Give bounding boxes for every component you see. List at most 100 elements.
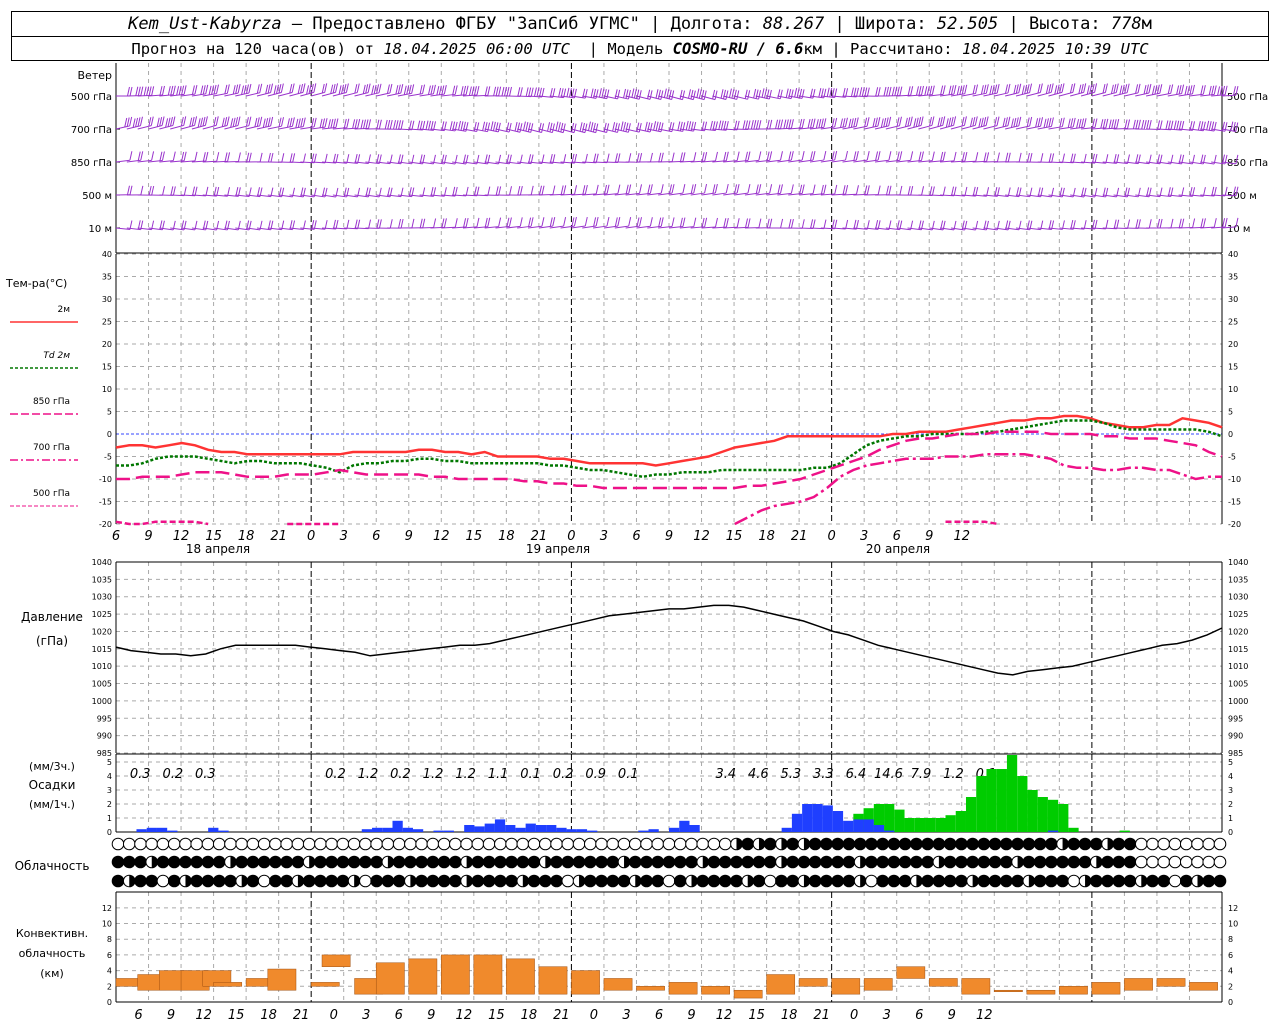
wind-barb-shaft-3-95 bbox=[1146, 194, 1161, 198]
wind-barb-flag-1-61-3 bbox=[783, 119, 787, 129]
cloud-symbol-0-74 bbox=[943, 837, 957, 851]
wind-barb-flag-1-27-1 bbox=[419, 120, 423, 130]
wind-barb-flag-3-47-0 bbox=[639, 184, 643, 194]
wind-barb-flag-0-85-1 bbox=[1048, 83, 1052, 94]
precip-bar-green-91 bbox=[1047, 799, 1059, 832]
conv-bar-28 bbox=[928, 978, 958, 987]
wind-barb-flag-0-72-0 bbox=[910, 86, 914, 96]
wind-barb-flag-1-71-0 bbox=[898, 116, 902, 126]
wind-barb-flag-0-97-1 bbox=[1178, 84, 1182, 95]
press-ytick-left-3: 1000 bbox=[92, 697, 112, 706]
cloud-symbol-2-53 bbox=[707, 874, 721, 888]
wind-barb-shaft-2-18 bbox=[311, 161, 326, 164]
wind-barb-flag-1-34-2 bbox=[492, 121, 496, 131]
cloud-symbol-half-1-38 bbox=[545, 856, 552, 868]
cloud-symbol-0-95 bbox=[1179, 837, 1193, 851]
precip-label-2: Осадки bbox=[29, 778, 76, 792]
precip-bar-blue-68 bbox=[812, 804, 823, 832]
wind-barb-flag-2-72-0 bbox=[910, 151, 914, 161]
wind-barb-flag-1-93-0 bbox=[1137, 119, 1141, 129]
wind-barb-flag-4-43-1 bbox=[593, 217, 597, 227]
wind-barb-flag-0-11-3 bbox=[241, 85, 245, 95]
cloud-symbol-1-7 bbox=[190, 855, 204, 869]
wind-barb-flag-1-64-2 bbox=[818, 118, 822, 129]
wind-barb-flag-0-85-0 bbox=[1050, 83, 1054, 93]
wind-barb-flag-0-18-1 bbox=[321, 83, 325, 94]
wind-barb-flag-0-31-1 bbox=[463, 85, 467, 96]
wind-barb-flag-0-77-3 bbox=[956, 85, 960, 96]
wind-barb-flag-0-17-2 bbox=[308, 84, 312, 94]
wind-barb-flag-1-33-1 bbox=[484, 122, 488, 132]
conv-xtick-26: 12 bbox=[976, 1008, 993, 1023]
cloud-symbol-2-17 bbox=[302, 874, 316, 888]
precip-bar-blue-24 bbox=[361, 829, 373, 832]
wind-barb-flag-1-56-1 bbox=[734, 120, 738, 130]
wind-barb-flag-3-101-0 bbox=[1224, 186, 1228, 197]
wind-barb-shaft-2-30 bbox=[441, 161, 456, 165]
wind-barb-flag-2-74-0 bbox=[931, 151, 935, 161]
wind-barb-flag-0-29-1 bbox=[441, 85, 445, 95]
wind-barb-flag-0-94-1 bbox=[1145, 84, 1149, 94]
wind-barb-shaft-2-60 bbox=[766, 159, 781, 163]
cloud-symbol-0-83 bbox=[1045, 837, 1058, 851]
precip-total-20: 5.3 bbox=[781, 767, 802, 782]
wind-barb-flag-2-61-0 bbox=[790, 151, 794, 161]
wind-barb-flag-1-40-0 bbox=[562, 123, 566, 133]
precip-ytick-right-2: 2 bbox=[1228, 800, 1233, 809]
temp-xtick-21: 21 bbox=[791, 529, 808, 544]
wind-barb-flag-1-78-0 bbox=[974, 116, 978, 126]
wind-barb-flag-1-63-0 bbox=[812, 118, 816, 128]
press-ytick-right-10: 1035 bbox=[1228, 575, 1248, 584]
wind-barb-flag-1-28-2 bbox=[428, 120, 432, 130]
wind-barb-shaft-1-43 bbox=[582, 128, 596, 134]
temp-xtick-4: 18 bbox=[238, 529, 255, 544]
wind-barb-flag-4-25-1 bbox=[398, 218, 402, 229]
wind-barb-flag-0-32-2 bbox=[471, 86, 475, 96]
cloud-symbol-0-26 bbox=[404, 837, 417, 851]
wind-barb-shaft-4-102 bbox=[1221, 226, 1236, 229]
press-ytick-right-11: 1040 bbox=[1228, 558, 1248, 567]
conv-bar-35 bbox=[1156, 978, 1186, 987]
precip-ytick-right-3: 3 bbox=[1228, 786, 1233, 795]
cloud-symbol-1-83 bbox=[1045, 855, 1058, 869]
cloud-symbol-0-17 bbox=[302, 837, 316, 851]
wind-barb-flag-1-40-3 bbox=[555, 121, 559, 131]
cloud-symbol-2-37 bbox=[527, 874, 541, 888]
cloud-symbol-1-55 bbox=[730, 855, 743, 869]
wind-barb-flag-4-49-1 bbox=[658, 217, 662, 227]
wind-barb-flag-2-102-0 bbox=[1235, 154, 1239, 165]
wind-barb-flag-0-21-0 bbox=[356, 83, 360, 93]
wind-barb-flag-1-18-2 bbox=[319, 118, 323, 128]
wind-barb-shaft-2-88 bbox=[1070, 161, 1085, 164]
precip-bar-blue-4 bbox=[156, 827, 168, 832]
wind-barb-shaft-0-47 bbox=[625, 95, 640, 100]
wind-barb-flag-0-76-1 bbox=[950, 85, 954, 95]
wind-barb-flag-0-4-0 bbox=[172, 85, 176, 95]
cloud-symbol-2-9 bbox=[212, 874, 226, 888]
wind-barb-flag-4-45-1 bbox=[614, 217, 618, 227]
wind-barb-flag-1-16-1 bbox=[300, 117, 304, 128]
wind-barb-flag-1-34-3 bbox=[490, 121, 494, 131]
wind-barb-flag-0-14-2 bbox=[275, 84, 279, 94]
cloud-symbol-0-15 bbox=[280, 837, 293, 851]
cloud-symbol-0-66 bbox=[853, 837, 867, 851]
wind-barb-flag-0-38-0 bbox=[541, 87, 545, 98]
date-label-2: 20 апреля bbox=[866, 542, 930, 556]
wind-barb-shaft-2-90 bbox=[1091, 161, 1106, 164]
cloud-symbol-half-2-36 bbox=[522, 875, 529, 887]
wind-barb-flag-3-37-0 bbox=[530, 185, 534, 196]
wind-barb-flag-1-71-1 bbox=[896, 117, 900, 127]
wind-barb-flag-3-74-0 bbox=[931, 186, 935, 196]
wind-barb-flag-3-32-1 bbox=[473, 186, 477, 196]
wind-barb-flag-1-75-0 bbox=[942, 116, 946, 126]
wind-barb-flag-1-63-1 bbox=[810, 118, 814, 128]
wind-barb-flag-0-71-1 bbox=[896, 86, 900, 96]
conv-xtick-12: 18 bbox=[521, 1008, 538, 1023]
wind-barb-flag-0-26-3 bbox=[403, 85, 407, 95]
press-ytick-right-3: 1000 bbox=[1228, 697, 1248, 706]
precip-total-2: 0.3 bbox=[195, 767, 216, 782]
wind-barb-flag-1-35-1 bbox=[506, 122, 510, 132]
wind-barb-shaft-2-66 bbox=[831, 159, 846, 163]
wind-barb-flag-1-6-1 bbox=[191, 116, 195, 127]
wind-barb-flag-0-91-0 bbox=[1115, 83, 1119, 93]
